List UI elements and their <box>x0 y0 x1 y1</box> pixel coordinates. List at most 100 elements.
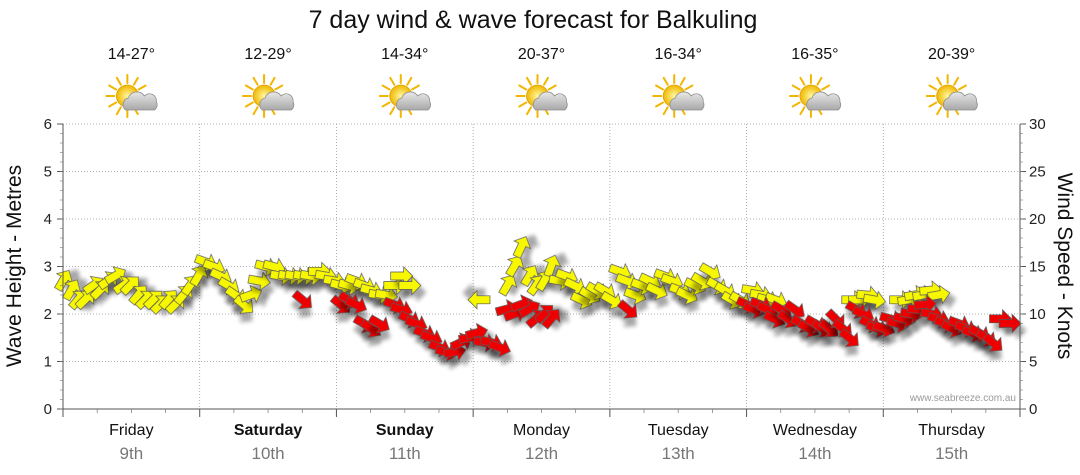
cloud-shape <box>806 91 842 111</box>
partly-cloudy-icon <box>242 74 295 118</box>
wind-arrow-shape <box>189 265 209 288</box>
wind-arrow-shape <box>698 262 721 282</box>
axes: 0 1 2 3 4 5 6 0 5 10 15 20 25 30 Friday 9th Saturday 10th… <box>44 116 1046 463</box>
wind-arrow-shape <box>541 309 561 330</box>
sun-ray <box>526 106 532 116</box>
wind-arrow <box>600 290 623 310</box>
cloud-shape <box>122 91 158 111</box>
wind-arrow <box>998 313 1022 334</box>
sun-ray <box>791 101 801 108</box>
wind-arrow-shape <box>119 276 139 296</box>
temperature-label: 20-37° <box>518 46 565 63</box>
right-tick-label: 20 <box>1029 211 1046 228</box>
wind-arrow <box>913 294 937 315</box>
day-date-label: 12th <box>525 444 558 463</box>
sun-ray <box>244 84 254 91</box>
sun-ray <box>684 84 694 91</box>
temperature-label: 12-29° <box>244 46 291 63</box>
day-name-label: Monday <box>513 422 570 439</box>
left-tick-label: 1 <box>44 354 52 371</box>
wind-arrows <box>54 236 1022 363</box>
wind-arrow <box>698 262 721 282</box>
wind-arrow-shape <box>487 338 511 358</box>
wind-arrow-shape <box>518 299 541 319</box>
day-name-label: Sunday <box>376 422 434 439</box>
wind-arrow <box>541 309 561 330</box>
left-tick-label: 3 <box>44 259 52 276</box>
sun-ray <box>547 84 557 91</box>
wind-arrow <box>291 289 312 310</box>
temperature-label: 20-39° <box>928 46 975 63</box>
day-date-label: 9th <box>120 444 144 463</box>
wind-arrow-shape <box>645 281 668 301</box>
wind-arrow <box>189 265 209 288</box>
wind-arrow-shape <box>367 314 390 334</box>
sun-ray <box>936 106 943 116</box>
wind-arrow-shape <box>520 265 540 288</box>
sun-ray <box>791 84 801 91</box>
left-tick-label: 0 <box>44 401 52 418</box>
day-name-label: Saturday <box>234 422 303 439</box>
wind-arrow <box>862 290 887 310</box>
sun-ray <box>381 101 391 108</box>
wind-arrow-shape <box>291 289 312 310</box>
wind-arrow-shape <box>512 236 532 259</box>
sun-ray <box>928 101 938 108</box>
right-tick-label: 15 <box>1029 259 1046 276</box>
wind-arrow <box>675 286 698 306</box>
wind-arrow-shape <box>981 332 1003 352</box>
sun-ray <box>252 106 259 116</box>
sun-ray <box>381 84 391 91</box>
wind-arrow <box>498 274 518 297</box>
wind-arrow-shape <box>398 275 422 296</box>
cloud-shape <box>259 91 295 111</box>
sun-ray <box>132 76 139 86</box>
wind-arrow <box>390 266 414 286</box>
sun-ray <box>389 76 396 86</box>
sun-ray <box>115 76 122 86</box>
wind-arrow <box>239 284 263 304</box>
sun-ray <box>526 76 532 86</box>
wind-arrow-shape <box>239 284 263 304</box>
right-tick-label: 0 <box>1029 401 1037 418</box>
partly-cloudy-icon <box>925 74 978 118</box>
sun-ray <box>799 76 806 86</box>
wind-arrow <box>520 265 540 288</box>
left-axis-title: Wave Height - Metres <box>3 165 26 367</box>
wind-arrow <box>616 299 638 319</box>
sun-ray <box>518 101 528 108</box>
sun-ray <box>269 76 276 86</box>
right-tick-label: 10 <box>1029 306 1046 323</box>
sun-ray <box>662 76 669 86</box>
temperature-label: 14-34° <box>381 46 428 63</box>
wind-arrow-shape <box>616 299 638 319</box>
wind-arrow <box>383 275 407 296</box>
wind-arrow-shape <box>862 290 887 310</box>
sun-ray <box>679 76 686 86</box>
wind-arrow-shape <box>103 266 126 285</box>
wind-arrow-shape <box>505 255 525 278</box>
day-date-label: 13th <box>662 444 695 463</box>
partly-cloudy-icon <box>788 74 842 118</box>
wind-arrow <box>645 281 668 301</box>
wind-arrow-shape <box>600 290 623 310</box>
wind-arrow-shape <box>383 275 407 296</box>
wind-arrow <box>487 338 511 358</box>
partly-cloudy-icon <box>378 74 431 118</box>
wind-arrow <box>103 266 126 285</box>
sun-ray <box>108 84 118 91</box>
right-tick-label: 5 <box>1029 354 1037 371</box>
day-date-label: 10th <box>252 444 285 463</box>
wind-arrow-shape <box>675 286 698 306</box>
day-date-label: 14th <box>798 444 831 463</box>
cloud-shape <box>942 91 978 111</box>
sun-ray <box>518 84 528 91</box>
sun-ray <box>655 84 664 91</box>
sun-ray <box>244 101 254 108</box>
sun-ray <box>389 106 396 116</box>
wind-arrow-shape <box>998 313 1022 334</box>
left-tick-label: 6 <box>44 116 52 133</box>
day-date-label: 15th <box>935 444 968 463</box>
sun-ray <box>816 76 823 86</box>
